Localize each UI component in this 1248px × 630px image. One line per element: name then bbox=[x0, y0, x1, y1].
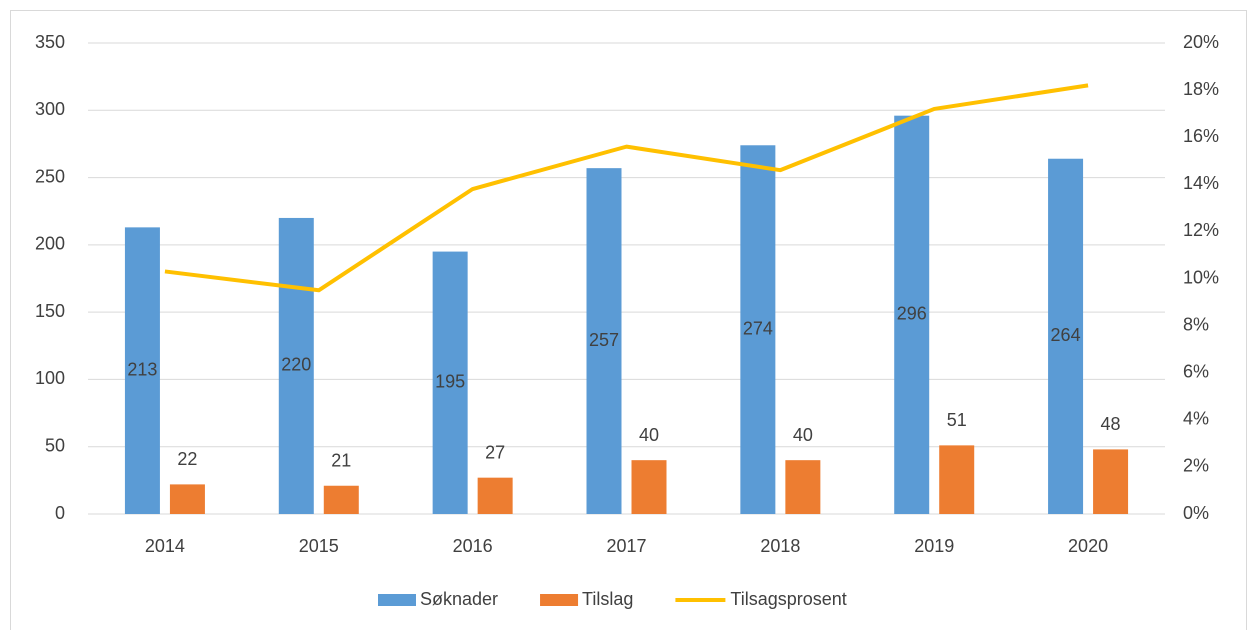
y2-tick-label: 6% bbox=[1183, 361, 1209, 381]
x-tick-label: 2019 bbox=[914, 536, 954, 556]
data-label: 48 bbox=[1101, 414, 1121, 434]
y2-tick-label: 12% bbox=[1183, 220, 1219, 240]
y2-tick-label: 0% bbox=[1183, 503, 1209, 523]
data-label: 264 bbox=[1051, 325, 1081, 345]
bar bbox=[785, 460, 821, 514]
legend-swatch bbox=[540, 594, 579, 606]
y-tick-label: 50 bbox=[45, 435, 65, 455]
data-label: 296 bbox=[897, 304, 927, 324]
data-label: 257 bbox=[589, 330, 619, 350]
data-label: 220 bbox=[281, 355, 311, 375]
y2-tick-label: 18% bbox=[1183, 79, 1219, 99]
legend-swatch bbox=[378, 594, 416, 606]
y2-tick-label: 16% bbox=[1183, 126, 1219, 146]
y2-tick-label: 4% bbox=[1183, 409, 1209, 429]
bar bbox=[586, 168, 622, 514]
bar bbox=[1048, 158, 1084, 514]
y-tick-label: 100 bbox=[35, 368, 65, 388]
legend-label: Søknader bbox=[420, 589, 498, 609]
bar bbox=[740, 145, 776, 514]
y-tick-label: 200 bbox=[35, 234, 65, 254]
data-label: 40 bbox=[639, 425, 659, 445]
bar bbox=[477, 477, 513, 514]
line bbox=[164, 83, 1089, 293]
bar bbox=[894, 115, 930, 514]
x-tick-label: 2018 bbox=[760, 536, 800, 556]
x-tick-label: 2014 bbox=[145, 536, 185, 556]
y2-tick-label: 14% bbox=[1183, 173, 1219, 193]
legend-label: Tilsagsprosent bbox=[730, 589, 846, 609]
bar bbox=[1093, 449, 1129, 514]
y-tick-label: 0 bbox=[55, 503, 65, 523]
data-label: 195 bbox=[435, 372, 465, 392]
x-tick-label: 2016 bbox=[453, 536, 493, 556]
x-tick-label: 2017 bbox=[606, 536, 646, 556]
y-tick-label: 250 bbox=[35, 166, 65, 186]
y2-tick-label: 8% bbox=[1183, 314, 1209, 334]
bar bbox=[939, 445, 975, 514]
data-label: 22 bbox=[177, 449, 197, 469]
bar bbox=[432, 251, 468, 515]
y-tick-label: 150 bbox=[35, 301, 65, 321]
y2-tick-label: 20% bbox=[1183, 32, 1219, 52]
chart-frame bbox=[10, 10, 1247, 630]
x-tick-label: 2020 bbox=[1068, 536, 1108, 556]
bar bbox=[169, 484, 205, 514]
x-tick-label: 2015 bbox=[299, 536, 339, 556]
data-label: 21 bbox=[331, 450, 351, 470]
data-label: 213 bbox=[127, 359, 157, 379]
y-tick-label: 300 bbox=[35, 99, 65, 119]
data-label: 51 bbox=[947, 410, 967, 430]
bar bbox=[631, 460, 667, 514]
data-label: 274 bbox=[743, 318, 773, 338]
data-label: 40 bbox=[793, 425, 813, 445]
bar bbox=[323, 485, 359, 514]
legend-label: Tilslag bbox=[582, 589, 633, 609]
bar bbox=[124, 227, 160, 514]
y-tick-label: 350 bbox=[35, 32, 65, 52]
y2-tick-label: 2% bbox=[1183, 456, 1209, 476]
bar bbox=[278, 217, 314, 514]
y2-tick-label: 10% bbox=[1183, 267, 1219, 287]
data-label: 27 bbox=[485, 442, 505, 462]
